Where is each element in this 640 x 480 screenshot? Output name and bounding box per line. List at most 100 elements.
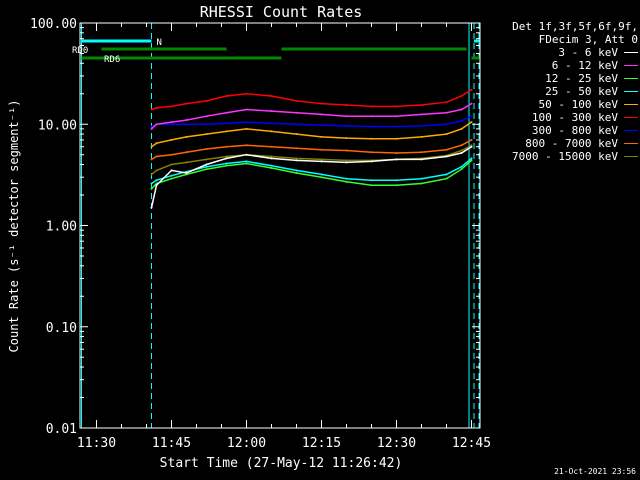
data-point	[345, 161, 348, 164]
data-point	[445, 133, 448, 136]
series-line-2	[150, 159, 472, 190]
data-point	[270, 155, 273, 158]
data-point	[225, 111, 228, 114]
data-point	[420, 113, 423, 116]
data-point	[170, 174, 173, 177]
data-point	[295, 147, 298, 150]
data-point	[245, 153, 248, 156]
legend-entry: 800 - 7000 keV	[482, 137, 638, 150]
data-point	[155, 142, 158, 145]
data-point	[345, 137, 348, 140]
data-point	[460, 127, 463, 130]
legend-entry: 6 - 12 keV	[482, 59, 638, 72]
data-point	[205, 165, 208, 168]
legend-entry: 50 - 100 keV	[482, 98, 638, 111]
data-point	[170, 153, 173, 156]
legend-swatch	[624, 91, 638, 92]
data-point	[395, 115, 398, 118]
data-point	[395, 125, 398, 128]
legend-label: 6 - 12 keV	[551, 59, 618, 72]
data-point	[245, 162, 248, 165]
data-point	[470, 159, 473, 162]
data-point	[320, 158, 323, 161]
data-point	[320, 113, 323, 116]
data-point	[270, 95, 273, 98]
data-point	[270, 110, 273, 113]
x-tick-label: 11:45	[152, 436, 191, 451]
legend-label: 300 - 800 keV	[531, 124, 618, 137]
data-point	[150, 145, 153, 148]
data-point	[460, 95, 463, 98]
data-point	[295, 172, 298, 175]
y-axis-label: Count Rate (s⁻¹ detector segment⁻¹)	[7, 100, 21, 353]
data-point	[245, 144, 248, 147]
y-tick-label: 100.00	[30, 17, 77, 32]
data-point	[170, 163, 173, 166]
legend-swatch	[624, 65, 638, 66]
legend-swatch	[624, 104, 638, 105]
data-point	[170, 169, 173, 172]
legend-header-line-2: FDecim 3, Att 0	[538, 33, 638, 46]
data-point	[205, 123, 208, 126]
data-point	[225, 95, 228, 98]
data-point	[170, 138, 173, 141]
legend-swatch	[624, 117, 638, 118]
data-point	[150, 182, 153, 185]
data-point	[445, 111, 448, 114]
data-point	[320, 173, 323, 176]
legend-label: 3 - 6 keV	[558, 46, 618, 59]
legend-entries: 3 - 6 keV 6 - 12 keV 12 - 25 keV 25 - 50 ke…	[482, 46, 638, 163]
axes: 11:30 11:45 12:00 12:15 12:30 12:45 0.01 0.10 1.…	[30, 17, 491, 451]
data-point	[345, 177, 348, 180]
legend-swatch	[624, 52, 638, 53]
legend-swatch	[624, 143, 638, 144]
data-point	[170, 121, 173, 124]
data-point	[460, 119, 463, 122]
data-point	[320, 124, 323, 127]
data-point	[205, 115, 208, 118]
data-point	[320, 102, 323, 105]
data-point	[270, 157, 273, 160]
data-point	[395, 184, 398, 187]
data-point	[370, 125, 373, 128]
data-point	[445, 123, 448, 126]
data-point	[205, 163, 208, 166]
data-point	[185, 123, 188, 126]
data-point	[270, 164, 273, 167]
data-point	[460, 152, 463, 155]
data-point	[395, 152, 398, 155]
data-point	[395, 179, 398, 182]
data-point	[155, 184, 158, 187]
data-point	[420, 182, 423, 185]
timestamp: 21-Oct-2021 23:56	[554, 467, 636, 476]
data-point	[370, 115, 373, 118]
data-point	[170, 123, 173, 126]
data-point	[150, 206, 153, 209]
legend-entry: 300 - 800 keV	[482, 124, 638, 137]
data-point	[470, 121, 473, 124]
y-tick-label: 1.00	[46, 220, 77, 235]
data-point	[225, 162, 228, 165]
data-point	[445, 101, 448, 104]
data-point	[185, 161, 188, 164]
data-point	[150, 108, 153, 111]
data-point	[155, 169, 158, 172]
y-tick-label: 0.01	[46, 422, 77, 437]
series-line-5	[151, 88, 472, 111]
x-tick-label: 12:15	[302, 436, 341, 451]
legend-swatch	[624, 78, 638, 79]
data-point	[225, 164, 228, 167]
data-point	[470, 138, 473, 141]
data-point	[295, 157, 298, 160]
data-point	[155, 155, 158, 158]
legend: Det 1f,3f,5f,6f,9f, FDecim 3, Att 0 3 - …	[482, 20, 638, 163]
data-point	[460, 108, 463, 111]
data-point	[270, 145, 273, 148]
data-point	[345, 125, 348, 128]
data-point	[445, 173, 448, 176]
x-tick-label: 12:30	[377, 436, 416, 451]
data-point	[295, 169, 298, 172]
data-point	[155, 106, 158, 109]
legend-entry: 100 - 300 keV	[482, 111, 638, 124]
